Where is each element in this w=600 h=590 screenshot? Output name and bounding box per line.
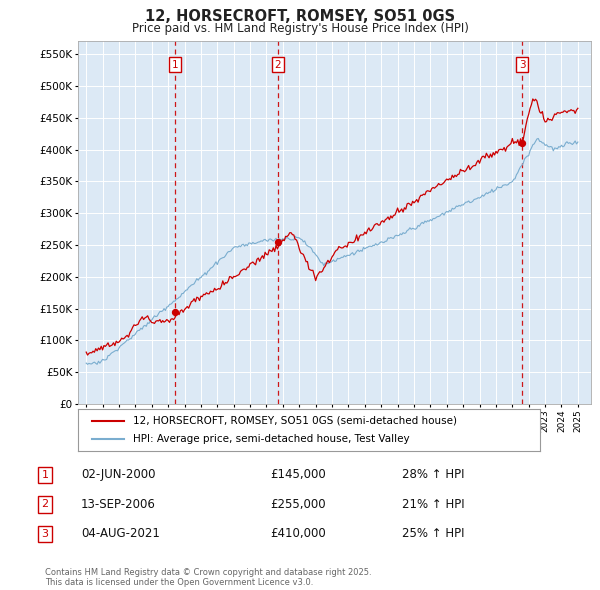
Text: 04-AUG-2021: 04-AUG-2021 [81,527,160,540]
Text: 3: 3 [518,60,526,70]
Text: 3: 3 [41,529,49,539]
Text: 13-SEP-2006: 13-SEP-2006 [81,498,156,511]
Text: 25% ↑ HPI: 25% ↑ HPI [402,527,464,540]
Text: 1: 1 [41,470,49,480]
Point [273,237,283,247]
Text: 12, HORSECROFT, ROMSEY, SO51 0GS (semi-detached house): 12, HORSECROFT, ROMSEY, SO51 0GS (semi-d… [133,416,457,426]
Text: £410,000: £410,000 [270,527,326,540]
Text: £255,000: £255,000 [270,498,326,511]
Text: 28% ↑ HPI: 28% ↑ HPI [402,468,464,481]
Text: 21% ↑ HPI: 21% ↑ HPI [402,498,464,511]
Text: 2: 2 [41,500,49,509]
Text: 1: 1 [172,60,178,70]
Text: 02-JUN-2000: 02-JUN-2000 [81,468,155,481]
Text: 2: 2 [275,60,281,70]
Text: 12, HORSECROFT, ROMSEY, SO51 0GS: 12, HORSECROFT, ROMSEY, SO51 0GS [145,9,455,24]
Text: Contains HM Land Registry data © Crown copyright and database right 2025.
This d: Contains HM Land Registry data © Crown c… [45,568,371,587]
Point [170,307,180,317]
Text: HPI: Average price, semi-detached house, Test Valley: HPI: Average price, semi-detached house,… [133,434,410,444]
Text: Price paid vs. HM Land Registry's House Price Index (HPI): Price paid vs. HM Land Registry's House … [131,22,469,35]
Point [517,139,527,148]
Text: £145,000: £145,000 [270,468,326,481]
